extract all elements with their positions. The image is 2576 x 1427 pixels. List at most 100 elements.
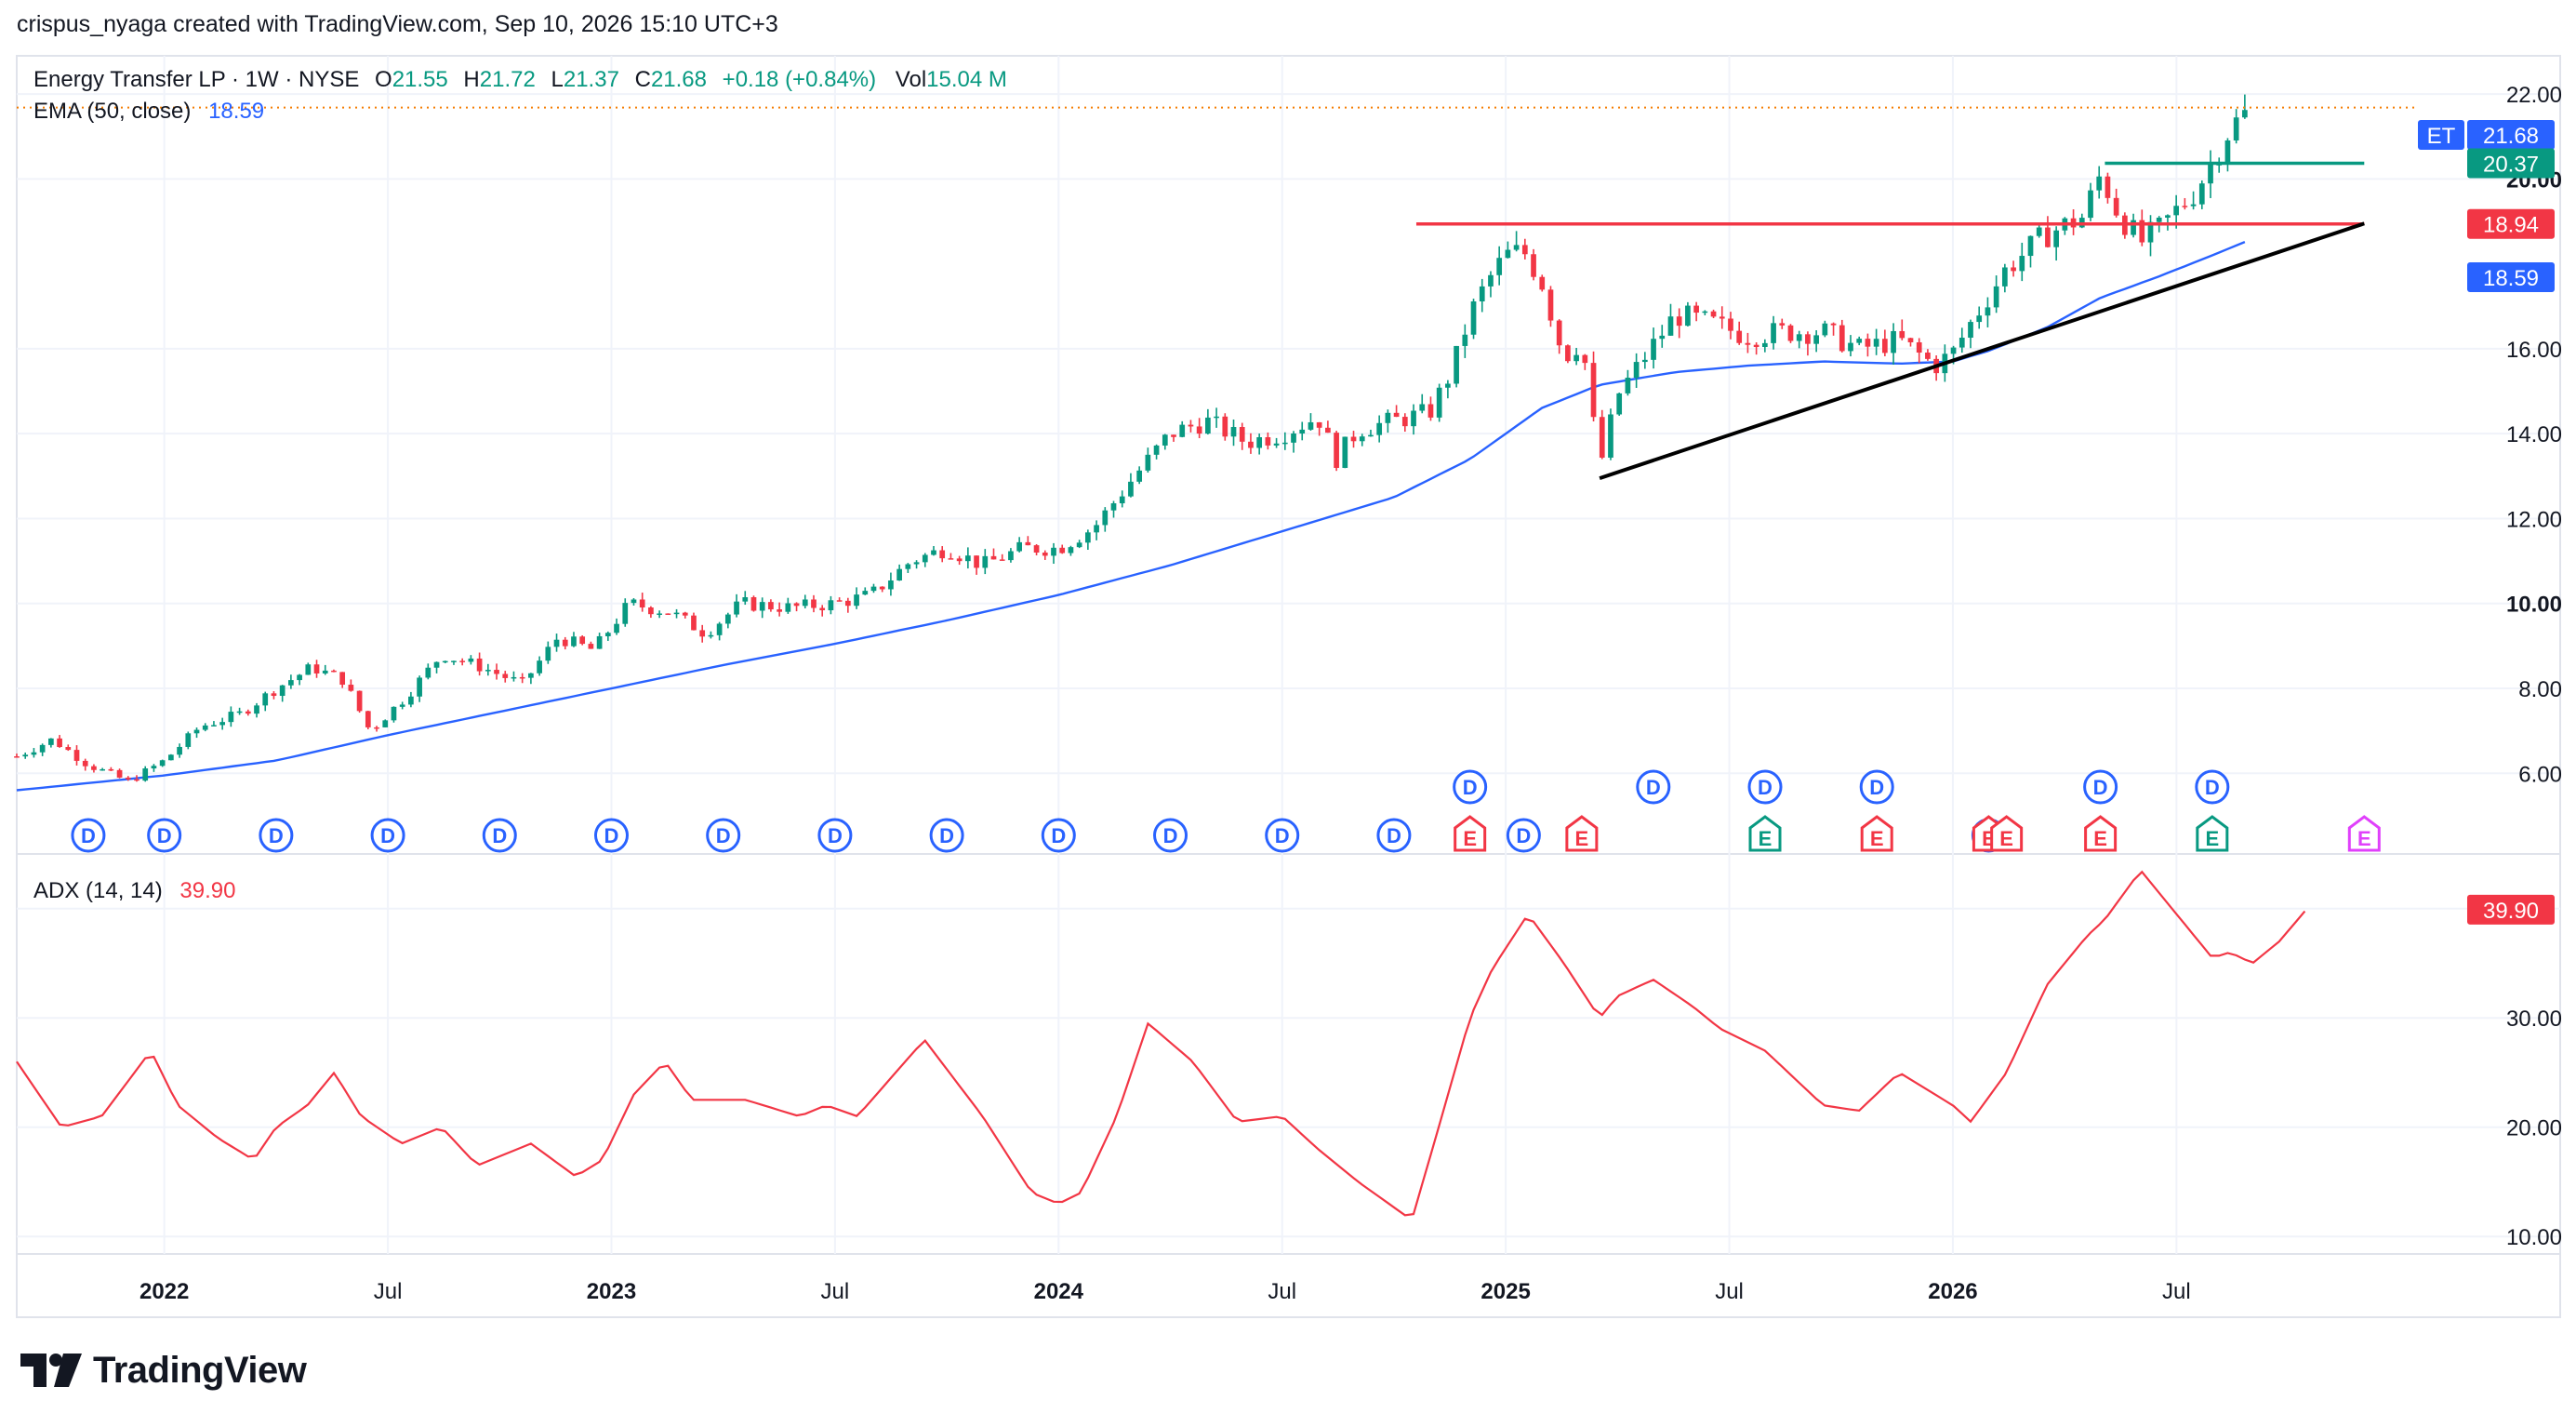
candle-body [716, 623, 723, 635]
time-tick-label: Jul [2162, 1279, 2191, 1304]
earnings-marker [2347, 815, 2381, 852]
dividend-marker-label: D [492, 824, 507, 847]
time-tick-label: 2024 [1034, 1279, 1084, 1304]
time-tick-label: 2023 [587, 1279, 636, 1304]
candle-body [356, 690, 363, 712]
dividend-marker-label: D [1516, 824, 1531, 847]
time-tick-label: Jul [1268, 1279, 1296, 1304]
time-tick-label: 2022 [139, 1279, 189, 1304]
candle-body [228, 712, 234, 723]
earnings-marker [1454, 815, 1487, 852]
candle-body [1162, 434, 1168, 446]
candle-body [828, 600, 834, 611]
candle-body [1556, 320, 1562, 346]
candle-body [73, 750, 80, 761]
dividend-marker [1506, 818, 1541, 853]
dividend-marker [2083, 769, 2118, 805]
candle-body [2131, 220, 2136, 235]
dividend-marker [706, 818, 741, 853]
candle-body [1531, 254, 1536, 277]
earnings-marker-label: E [2205, 827, 2219, 850]
candle-body [2113, 197, 2119, 216]
candle-body [1033, 545, 1040, 553]
candle-body [1856, 339, 1863, 343]
candle-body [2045, 227, 2051, 247]
earnings-marker-label: E [1575, 827, 1589, 850]
candle-body [1188, 424, 1194, 427]
candle-body [1899, 330, 1905, 339]
legend-line-1: Energy Transfer LP · 1W · NYSE O21.55 H2… [33, 67, 1007, 92]
candle-body [734, 601, 739, 615]
candle-body [14, 756, 20, 758]
candle-body [1651, 339, 1656, 360]
open-label: O [375, 67, 392, 92]
candle-body [888, 580, 894, 590]
ema-line [16, 240, 2246, 792]
candle-body [254, 705, 259, 714]
close-value: 21.68 [651, 67, 707, 92]
dividend-marker [1859, 769, 1894, 805]
dividend-marker [482, 818, 517, 853]
candle-body [1813, 335, 1819, 344]
candle-body [1350, 436, 1357, 442]
candle-body [1950, 347, 1957, 354]
adx-line-group [16, 870, 2306, 1217]
candle-body [202, 725, 208, 730]
dividend-marker-label: D [157, 824, 172, 847]
dividend-marker-label: D [2093, 776, 2108, 799]
adx-line [16, 870, 2306, 1217]
candle-body [313, 664, 320, 673]
candle-body [1848, 342, 1853, 352]
candle-body [622, 603, 629, 624]
candle-body [408, 696, 414, 705]
candle-body [939, 550, 946, 559]
time-tick-label: Jul [821, 1279, 850, 1304]
candle-body [1334, 433, 1339, 468]
earnings-marker [1860, 815, 1893, 852]
dividend-marker-label: D [1275, 824, 1290, 847]
candle-body [1145, 454, 1151, 471]
candle-body [2139, 220, 2145, 243]
earnings-marker [1748, 815, 1782, 852]
time-tick-label: 2025 [1481, 1279, 1530, 1304]
adx-value: 39.90 [179, 878, 235, 903]
grid-lines [17, 56, 2560, 1254]
candle-body [879, 586, 885, 590]
price-badge [2467, 148, 2555, 179]
candle-body [2224, 140, 2231, 165]
candle-body [1110, 503, 1117, 511]
candle-body [433, 661, 440, 668]
candle-body [1179, 424, 1186, 437]
candle-body [502, 673, 509, 678]
candle-body [39, 744, 46, 753]
earnings-marker-label: E [1870, 827, 1884, 850]
candle-body [1136, 470, 1143, 482]
attribution-text: crispus_nyaga created with TradingView.c… [17, 11, 778, 37]
candle-body [297, 674, 302, 681]
adx-tick-label: 20.00 [2506, 1116, 2562, 1141]
earnings-marker [1565, 815, 1599, 852]
dividend-marker [1265, 818, 1300, 853]
candle-body [425, 667, 432, 678]
dividend-marker [1453, 769, 1488, 805]
candle-body [1719, 316, 1725, 319]
dividend-marker-label: D [2205, 776, 2220, 799]
candle-body [1222, 416, 1228, 437]
candle-body [1042, 553, 1048, 556]
tradingview-logo[interactable]: TradingView [20, 1347, 307, 1394]
candle-body [1273, 443, 1280, 446]
candle-body [2088, 190, 2093, 219]
symbol-badge-label: ET [2427, 124, 2456, 149]
candle-body [759, 602, 765, 611]
candle-body [870, 586, 877, 592]
dividend-marker [1376, 818, 1412, 853]
candle-body [2182, 206, 2188, 207]
candle-body [1119, 496, 1125, 504]
dividend-marker [817, 818, 853, 853]
candle-body [65, 747, 72, 751]
candle-body [31, 752, 37, 755]
price-tick-label: 12.00 [2506, 507, 2562, 532]
candle-body [990, 555, 997, 560]
candle-body [382, 720, 389, 727]
